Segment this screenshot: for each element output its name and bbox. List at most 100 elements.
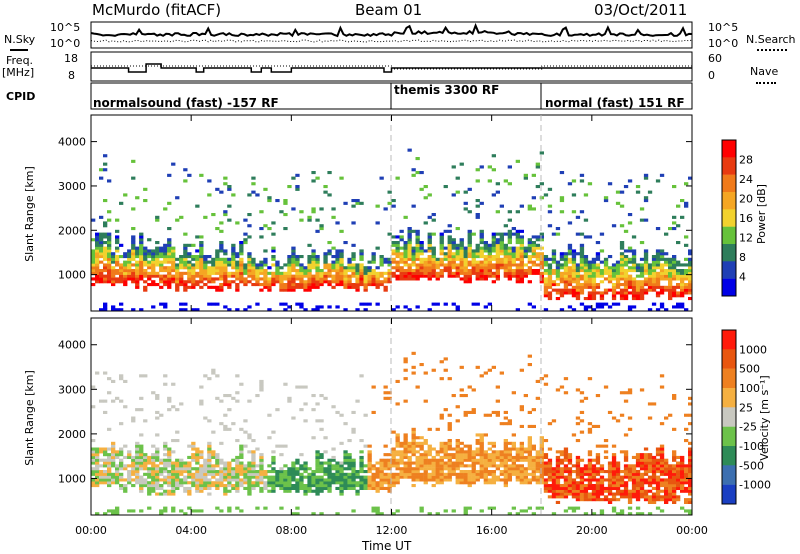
heatmap-cell	[95, 269, 100, 273]
heatmap-cell	[519, 257, 524, 261]
heatmap-cell	[395, 277, 400, 281]
heatmap-cell	[283, 274, 288, 278]
heatmap-cell	[507, 210, 512, 214]
heatmap-cell	[527, 266, 532, 270]
heatmap-cell	[523, 467, 528, 471]
heatmap-cell	[267, 283, 272, 287]
heatmap-cell	[688, 447, 693, 451]
heatmap-cell	[487, 455, 492, 459]
heatmap-cell	[591, 472, 597, 476]
heatmap-cell	[643, 249, 649, 253]
heatmap-cell	[323, 185, 328, 189]
heatmap-cell	[427, 215, 432, 219]
heatmap-cell	[335, 475, 340, 479]
heatmap-cell	[131, 159, 136, 163]
heatmap-cell	[443, 455, 448, 459]
heatmap-cell	[411, 484, 416, 488]
heatmap-cell	[587, 458, 593, 462]
heatmap-cell	[615, 484, 621, 488]
heatmap-cell	[463, 274, 468, 278]
heatmap-cell	[231, 243, 236, 247]
heatmap-cell	[203, 486, 208, 490]
heatmap-cell	[151, 475, 156, 479]
heatmap-cell	[643, 458, 649, 462]
heatmap-cell	[571, 478, 577, 482]
heatmap-cell	[219, 467, 224, 471]
heatmap-cell	[503, 249, 508, 253]
heatmap-cell	[143, 484, 148, 488]
heatmap-cell	[219, 246, 224, 250]
heatmap-cell	[672, 394, 677, 398]
heatmap-cell	[655, 283, 661, 287]
heatmap-cell	[467, 255, 472, 259]
heatmap-cell	[223, 467, 228, 471]
heatmap-cell	[511, 455, 516, 459]
heatmap-cell	[195, 263, 200, 267]
heatmap-cell	[243, 277, 248, 281]
heatmap-cell	[403, 263, 408, 267]
heatmap-cell	[688, 257, 693, 261]
heatmap-cell	[647, 489, 653, 493]
heatmap-cell	[403, 357, 408, 361]
heatmap-cell	[455, 176, 460, 180]
heatmap-cell	[623, 486, 629, 490]
heatmap-cell	[543, 481, 549, 485]
heatmap-cell	[623, 399, 629, 403]
heatmap-cell	[143, 481, 148, 485]
velocity-colorbar-tick: 1000	[739, 343, 767, 356]
heatmap-cell	[263, 274, 268, 278]
heatmap-cell	[147, 470, 152, 474]
heatmap-cell	[655, 475, 661, 479]
heatmap-cell	[535, 455, 540, 459]
heatmap-cell	[223, 427, 228, 431]
heatmap-cell	[599, 280, 605, 284]
heatmap-cell	[95, 277, 100, 281]
heatmap-cell	[191, 255, 196, 259]
heatmap-cell	[411, 271, 416, 275]
heatmap-cell	[567, 467, 573, 471]
heatmap-cell	[635, 461, 641, 465]
heatmap-cell	[668, 294, 673, 298]
heatmap-cell	[271, 484, 276, 488]
heatmap-cell	[383, 391, 388, 395]
heatmap-cell	[107, 269, 112, 273]
heatmap-cell	[275, 274, 280, 278]
heatmap-cell	[539, 506, 544, 510]
heatmap-cell	[291, 467, 296, 471]
heatmap-cell	[191, 484, 196, 488]
heatmap-cell	[167, 464, 172, 468]
heatmap-cell	[619, 204, 625, 208]
heatmap-cell	[672, 489, 677, 493]
heatmap-cell	[299, 484, 304, 488]
heatmap-cell	[479, 266, 484, 270]
heatmap-cell	[672, 458, 677, 462]
heatmap-cell	[439, 232, 444, 236]
heatmap-cell	[471, 252, 476, 256]
heatmap-cell	[415, 472, 420, 476]
heatmap-cell	[463, 249, 468, 253]
heatmap-cell	[351, 475, 356, 479]
heatmap-cell	[643, 269, 649, 273]
heatmap-cell	[680, 464, 685, 468]
heatmap-cell	[631, 481, 637, 485]
heatmap-cell	[575, 266, 581, 270]
heatmap-cell	[315, 305, 320, 309]
heatmap-cell	[575, 288, 581, 292]
heatmap-cell	[155, 283, 160, 287]
heatmap-cell	[523, 472, 528, 476]
heatmap-cell	[507, 455, 512, 459]
heatmap-cell	[243, 266, 248, 270]
heatmap-cell	[215, 481, 220, 485]
heatmap-cell	[235, 374, 240, 378]
heatmap-cell	[295, 472, 300, 476]
heatmap-cell	[331, 255, 336, 259]
heatmap-cell	[235, 464, 240, 468]
heatmap-cell	[467, 447, 472, 451]
heatmap-cell	[575, 294, 581, 298]
heatmap-cell	[659, 263, 665, 267]
heatmap-cell	[367, 467, 372, 471]
heatmap-cell	[491, 263, 496, 267]
heatmap-cell	[639, 467, 645, 471]
heatmap-cell	[119, 453, 124, 457]
heatmap-cell	[235, 478, 240, 482]
